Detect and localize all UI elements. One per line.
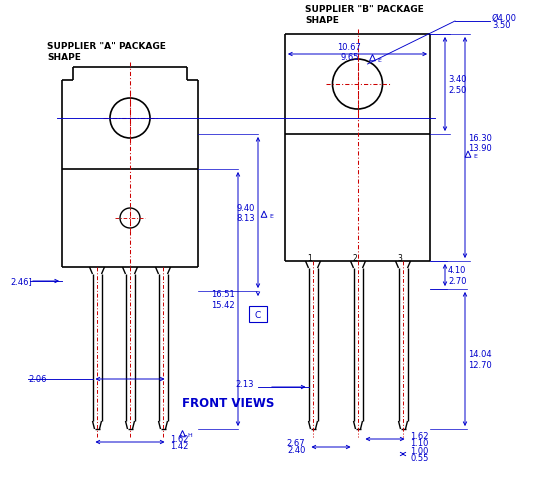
Text: 2.40: 2.40 — [287, 446, 305, 454]
Text: FRONT VIEWS: FRONT VIEWS — [182, 396, 274, 409]
Text: 3.40
2.50: 3.40 2.50 — [448, 75, 467, 94]
Text: E: E — [269, 213, 273, 219]
Text: 9.40
8.13: 9.40 8.13 — [236, 203, 255, 223]
Text: 1: 1 — [307, 254, 312, 262]
Text: E: E — [377, 58, 381, 62]
Text: 10.67: 10.67 — [338, 44, 361, 52]
Bar — [249, 306, 267, 322]
Text: 1.10: 1.10 — [410, 439, 429, 448]
Text: 1.62: 1.62 — [170, 435, 189, 443]
Text: 2.06: 2.06 — [28, 375, 46, 384]
Text: 2.67: 2.67 — [287, 439, 305, 448]
Text: 2.13: 2.13 — [235, 380, 254, 389]
Text: 1.42: 1.42 — [170, 441, 189, 451]
Text: H: H — [187, 433, 192, 438]
Text: 0.55: 0.55 — [410, 454, 429, 463]
Text: SUPPLIER "B" PACKAGE
SHAPE: SUPPLIER "B" PACKAGE SHAPE — [305, 5, 424, 25]
Text: 9.65: 9.65 — [341, 52, 359, 61]
Text: 16.30
13.90: 16.30 13.90 — [468, 134, 492, 153]
Text: 2.46]: 2.46] — [10, 277, 32, 286]
Text: 2: 2 — [352, 254, 357, 262]
Text: 3.50: 3.50 — [492, 20, 510, 30]
Text: E: E — [473, 154, 477, 159]
Text: 1.00: 1.00 — [410, 447, 429, 455]
Text: Ø4.00: Ø4.00 — [492, 14, 517, 22]
Text: C: C — [255, 310, 261, 319]
Text: 16.51
15.42: 16.51 15.42 — [211, 290, 235, 309]
Text: 4.10
2.70: 4.10 2.70 — [448, 266, 467, 285]
Text: 1.62: 1.62 — [410, 432, 429, 440]
Text: 14.04
12.70: 14.04 12.70 — [468, 349, 491, 369]
Text: SUPPLIER "A" PACKAGE
SHAPE: SUPPLIER "A" PACKAGE SHAPE — [47, 42, 166, 62]
Text: 3: 3 — [397, 254, 402, 262]
